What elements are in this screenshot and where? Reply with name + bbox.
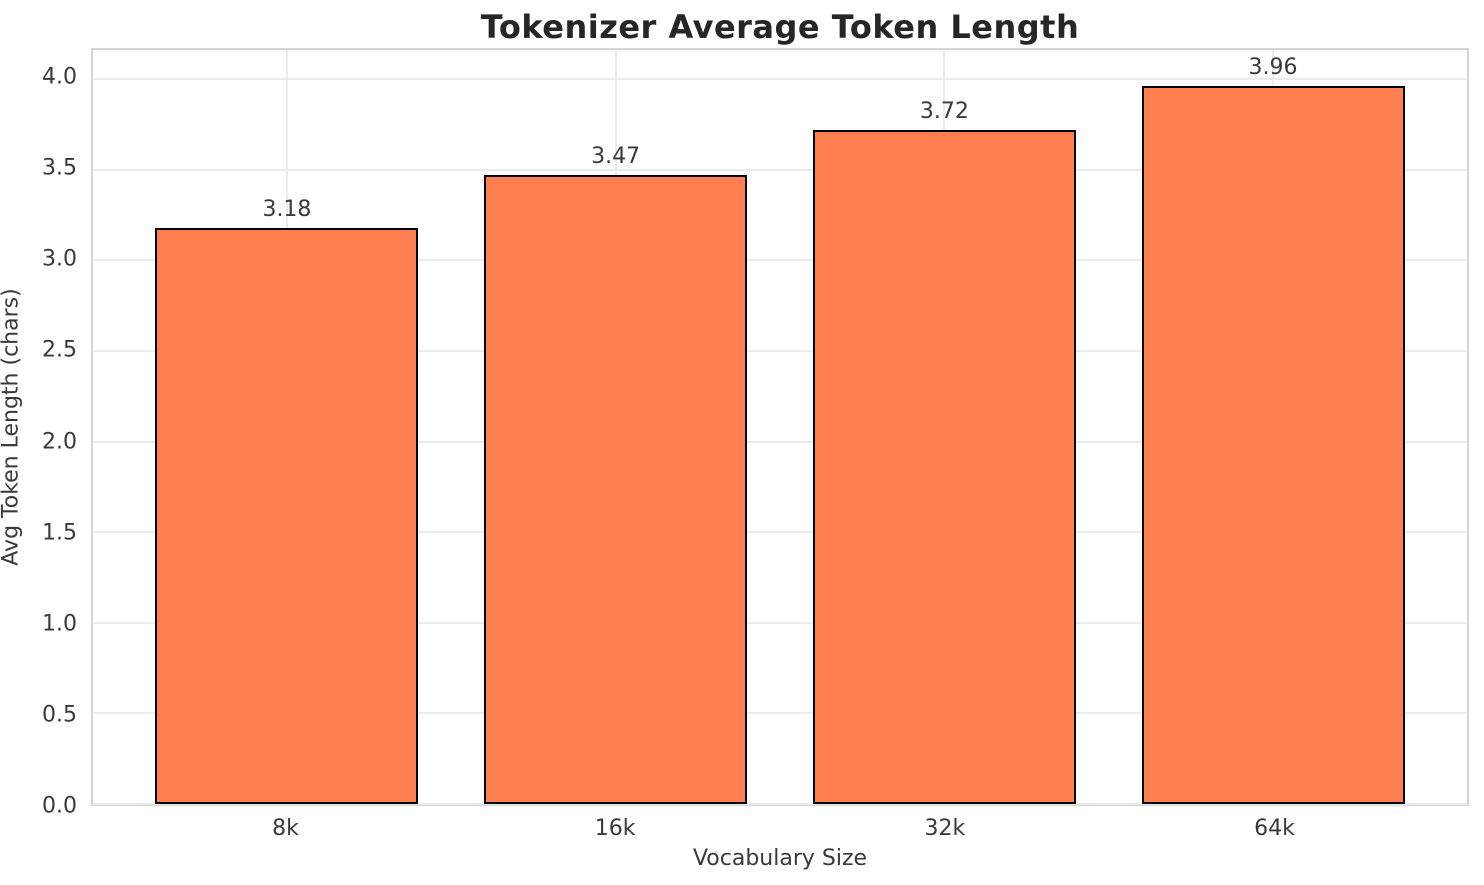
x-axis-label: Vocabulary Size xyxy=(692,846,868,871)
x-tick-label: 64k xyxy=(1254,816,1295,841)
y-axis-tick-labels: 0.0 0.5 1.0 1.5 2.0 2.5 3.0 3.5 4.0 xyxy=(0,48,81,819)
horizontal-gridline xyxy=(93,621,1467,624)
horizontal-gridline xyxy=(93,803,1467,805)
horizontal-gridline xyxy=(93,712,1467,715)
chart-title: Tokenizer Average Token Length xyxy=(480,8,1080,46)
bar-32k xyxy=(812,129,1076,804)
bar-16k xyxy=(484,175,748,804)
horizontal-gridline xyxy=(93,259,1467,262)
y-tick-label: 0.5 xyxy=(42,702,77,728)
y-tick-label: 0.0 xyxy=(42,793,77,819)
horizontal-gridline xyxy=(93,349,1467,352)
y-tick-label: 1.5 xyxy=(42,520,77,546)
plot-area: 3.18 3.47 3.72 3.96 xyxy=(91,48,1469,806)
bar-value-label: 3.47 xyxy=(591,144,641,170)
horizontal-gridline xyxy=(93,78,1467,80)
y-tick-label: 2.0 xyxy=(42,429,77,455)
y-tick-label: 3.0 xyxy=(42,246,77,272)
bar-value-label: 3.72 xyxy=(919,98,969,124)
y-tick-label: 1.0 xyxy=(42,611,77,637)
horizontal-gridline xyxy=(93,440,1467,443)
bar-value-label: 3.96 xyxy=(1248,55,1298,81)
horizontal-gridline xyxy=(93,168,1467,171)
x-tick-label: 8k xyxy=(272,816,299,841)
bar-8k xyxy=(155,227,419,804)
y-tick-label: 4.0 xyxy=(42,64,77,90)
y-tick-label: 2.5 xyxy=(42,337,77,363)
bar-64k xyxy=(1141,86,1405,804)
x-tick-label: 16k xyxy=(594,816,636,841)
y-tick-label: 3.5 xyxy=(42,155,77,181)
bar-value-label: 3.18 xyxy=(262,196,312,222)
x-axis-tick-labels: 8k 16k 32k 64k xyxy=(91,806,1469,844)
horizontal-gridline xyxy=(93,531,1467,534)
x-tick-label: 32k xyxy=(924,816,966,841)
